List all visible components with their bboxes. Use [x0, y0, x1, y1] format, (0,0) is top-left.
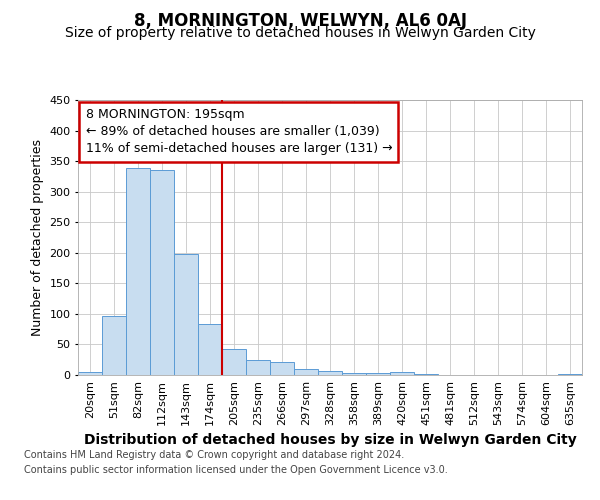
Bar — [390, 372, 414, 375]
Bar — [222, 350, 246, 375]
Bar — [366, 373, 390, 375]
Bar — [126, 168, 150, 375]
Bar — [342, 372, 366, 375]
Bar — [270, 362, 294, 375]
Y-axis label: Number of detached properties: Number of detached properties — [31, 139, 44, 336]
Bar — [150, 170, 174, 375]
Bar — [198, 324, 222, 375]
Bar — [174, 254, 198, 375]
Bar — [78, 372, 102, 375]
Text: Contains public sector information licensed under the Open Government Licence v3: Contains public sector information licen… — [24, 465, 448, 475]
Bar — [246, 360, 270, 375]
X-axis label: Distribution of detached houses by size in Welwyn Garden City: Distribution of detached houses by size … — [83, 434, 577, 448]
Bar — [414, 374, 438, 375]
Text: Contains HM Land Registry data © Crown copyright and database right 2024.: Contains HM Land Registry data © Crown c… — [24, 450, 404, 460]
Text: Size of property relative to detached houses in Welwyn Garden City: Size of property relative to detached ho… — [65, 26, 535, 40]
Text: 8, MORNINGTON, WELWYN, AL6 0AJ: 8, MORNINGTON, WELWYN, AL6 0AJ — [133, 12, 467, 30]
Bar — [102, 316, 126, 375]
Text: 8 MORNINGTON: 195sqm
← 89% of detached houses are smaller (1,039)
11% of semi-de: 8 MORNINGTON: 195sqm ← 89% of detached h… — [86, 108, 392, 155]
Bar — [558, 374, 582, 375]
Bar — [294, 369, 318, 375]
Bar — [318, 372, 342, 375]
